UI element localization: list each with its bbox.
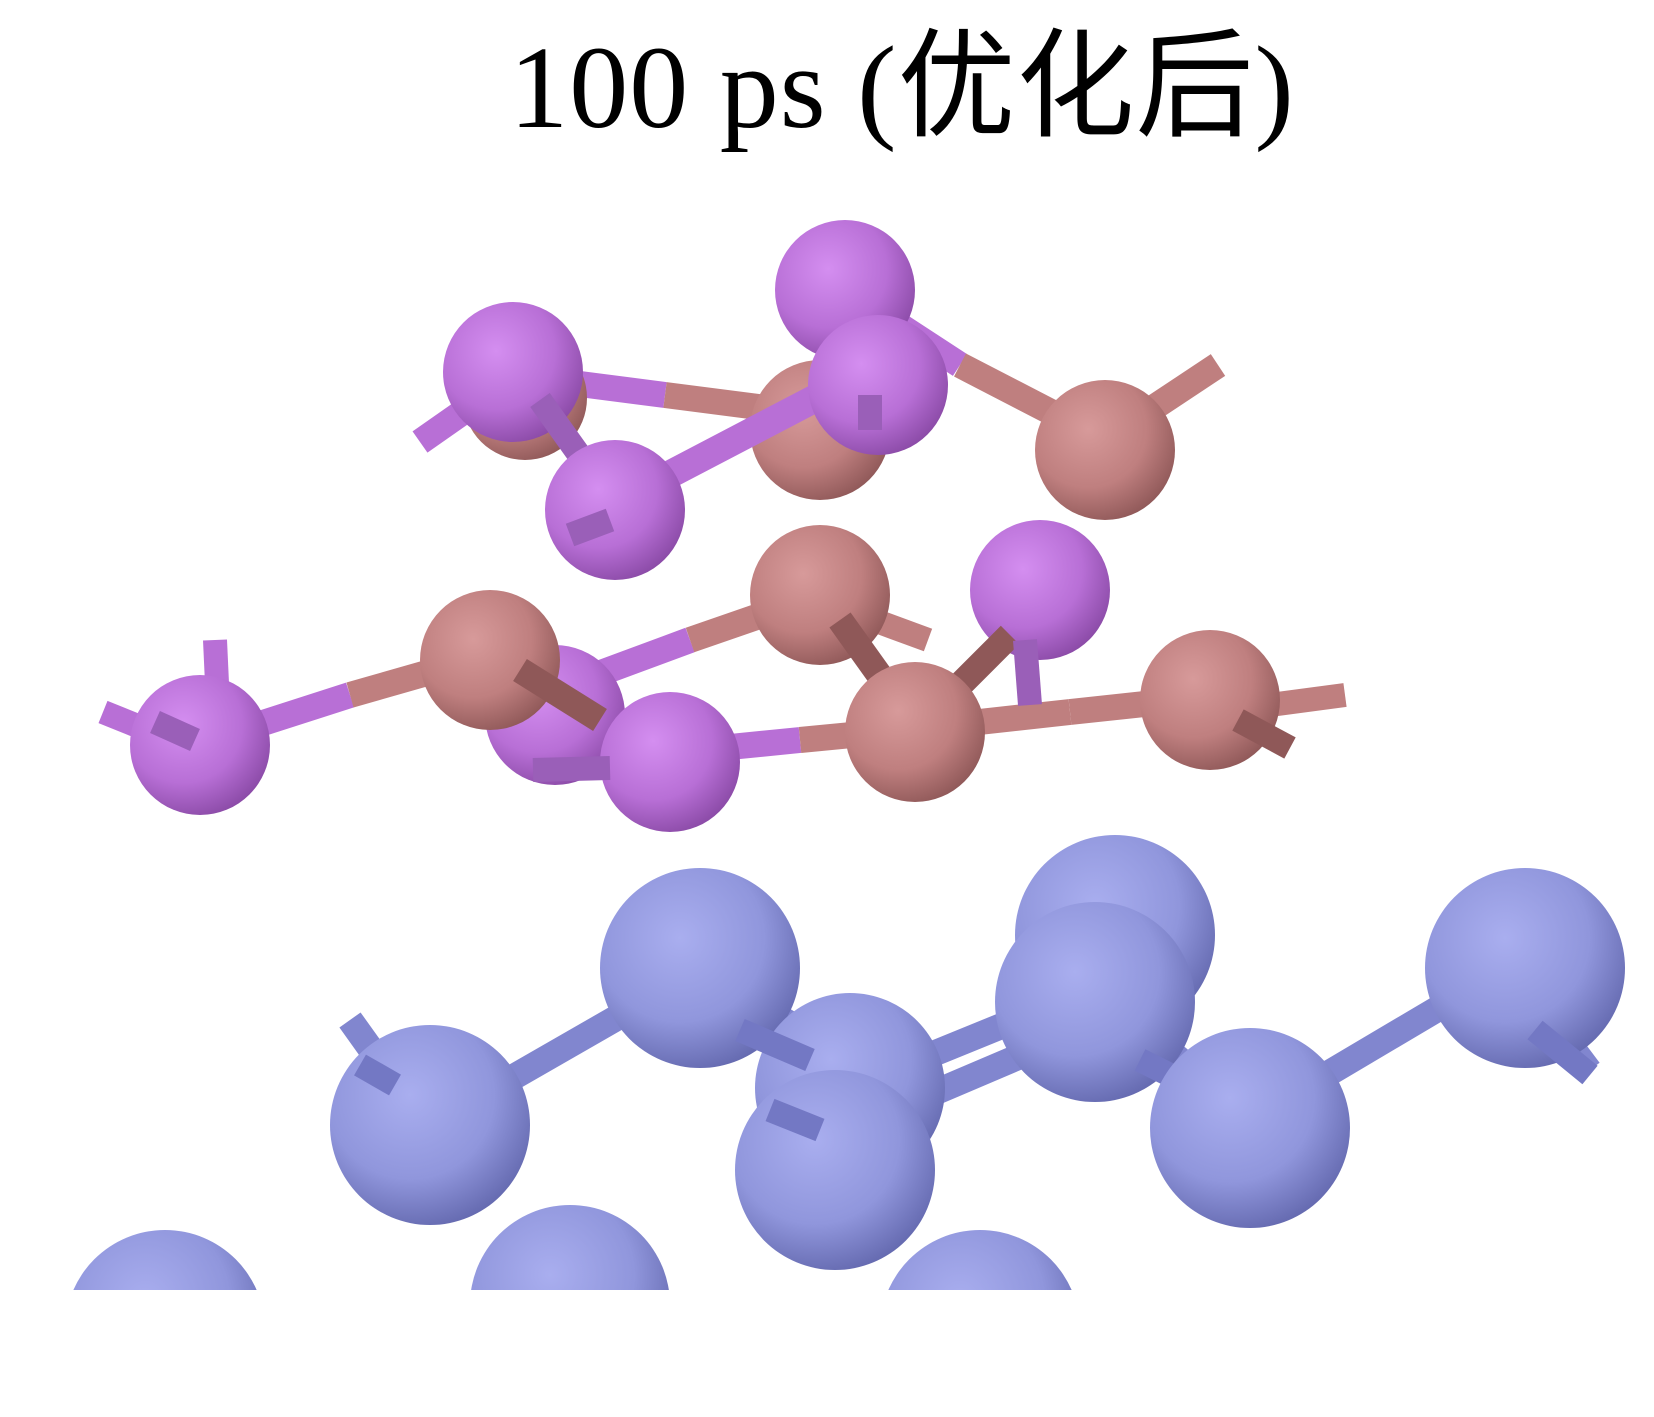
figure-title: 100 ps (优化后) bbox=[509, 22, 1295, 153]
bottom-layer bbox=[73, 835, 1625, 1290]
blue-atom bbox=[600, 868, 800, 1068]
blue-atom bbox=[735, 1070, 935, 1270]
brown-atom bbox=[1035, 380, 1175, 520]
blue-atom bbox=[888, 1230, 1072, 1290]
purple-atom bbox=[130, 675, 270, 815]
purple-atom bbox=[600, 692, 740, 832]
purple-atom bbox=[970, 520, 1110, 660]
top-layer bbox=[412, 220, 1226, 580]
brown-atom bbox=[1140, 630, 1280, 770]
blue-atom bbox=[471, 1205, 669, 1290]
brown-atom bbox=[420, 590, 560, 730]
blue-atom bbox=[330, 1025, 530, 1225]
blue-atom bbox=[1150, 1028, 1350, 1228]
purple-atom bbox=[545, 440, 685, 580]
blue-atom bbox=[73, 1230, 257, 1290]
middle-layer bbox=[98, 520, 1347, 832]
blue-atom bbox=[1425, 868, 1625, 1068]
brown-atom bbox=[845, 662, 985, 802]
purple-atom bbox=[808, 315, 948, 455]
